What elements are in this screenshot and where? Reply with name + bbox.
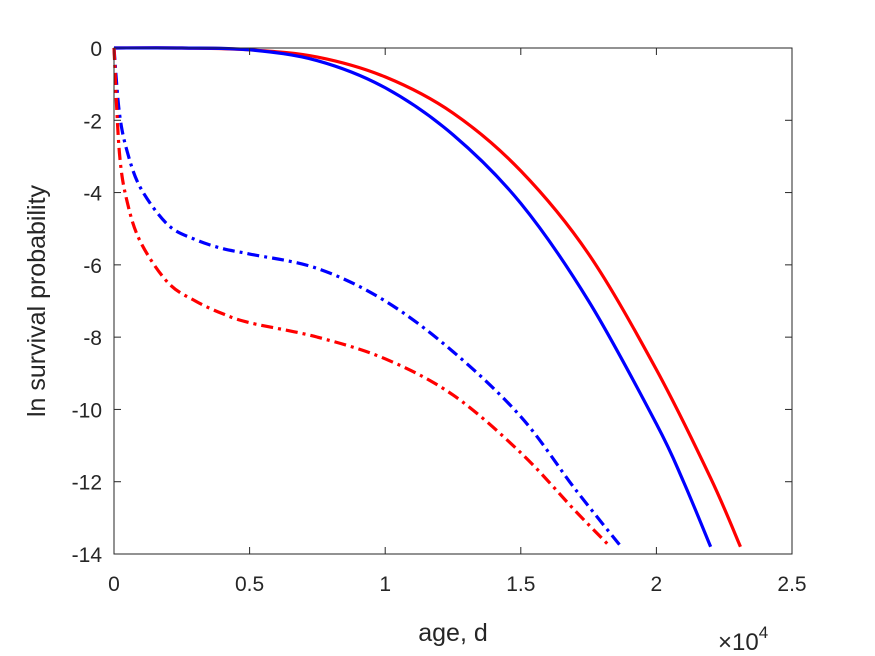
x-axis-exponent-power: 4 [759,623,768,642]
x-axis-exponent-base: ×10 [718,629,759,656]
x-tick-label: 1 [379,573,391,596]
series-layer [112,46,742,548]
y-axis-label: ln survival probability [23,184,51,417]
series-line-3 [112,47,623,548]
x-axis-label: age, d [418,619,488,647]
x-tick-label: 1.5 [506,573,535,596]
y-tick-label: 0 [90,38,102,61]
series-line-2 [113,46,713,548]
plot-frame [113,47,793,555]
x-tick-label: 0.5 [235,573,264,596]
tick-layer: 0 0.5 1 1.5 2 2.5 0 -2 -4 -6 -8 -10 -12 -14 [72,38,807,596]
x-tick-label: 0 [108,573,120,596]
x-axis-exponent: ×104 [718,623,768,656]
y-tick-label: -12 [72,472,102,495]
x-tick-label: 2 [651,573,663,596]
plot-area [114,48,792,554]
series-line-4 [112,47,612,548]
y-tick-label: -10 [72,399,102,422]
y-tick-label: -14 [72,544,103,567]
x-tick-label: 2.5 [777,573,806,596]
y-tick-label: -2 [83,110,102,133]
y-tick-label: -6 [83,255,102,278]
y-tick-label: -8 [83,327,102,350]
y-tick-label: -4 [83,183,102,206]
